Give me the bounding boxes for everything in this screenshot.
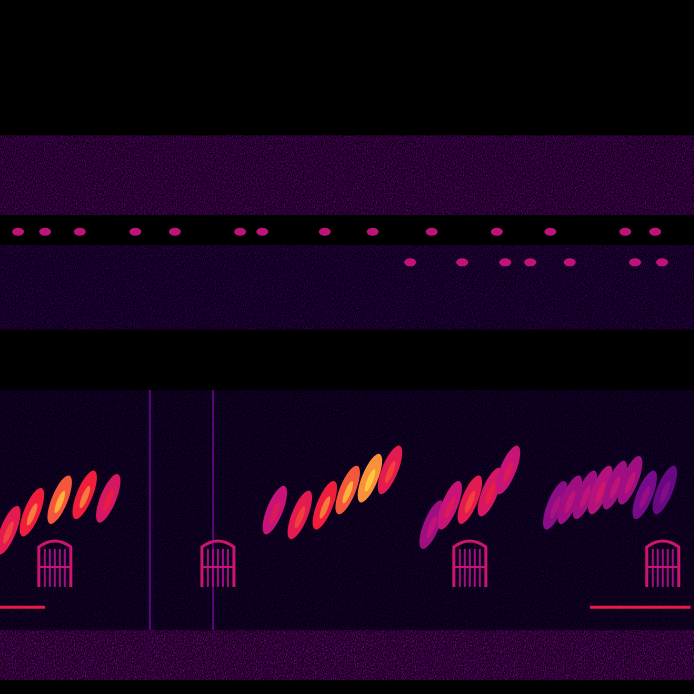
note-core [53, 490, 68, 515]
dot [169, 228, 181, 236]
dot [629, 258, 641, 266]
dot [319, 228, 331, 236]
note [491, 443, 525, 497]
note [91, 471, 125, 525]
note-core [101, 488, 116, 513]
dot [367, 228, 379, 236]
note-core [658, 480, 673, 505]
dot [544, 228, 556, 236]
noise-band [0, 135, 694, 215]
note-core [268, 500, 283, 525]
note [43, 473, 77, 527]
noise-band [0, 390, 694, 630]
note-core [638, 485, 653, 510]
dot [404, 258, 416, 266]
noise-band [0, 245, 694, 330]
dot [656, 258, 668, 266]
note [258, 483, 292, 537]
note-core [78, 485, 93, 510]
harmonic-stack [39, 541, 71, 587]
dot [491, 228, 503, 236]
dot [649, 228, 661, 236]
harmonic-stack [202, 541, 234, 587]
note-core [341, 480, 356, 505]
note [648, 463, 682, 517]
dot [619, 228, 631, 236]
plot-area [0, 135, 694, 680]
note-core [383, 460, 398, 485]
dot [524, 258, 536, 266]
dot [234, 228, 246, 236]
dot [456, 258, 468, 266]
note-core [293, 505, 308, 530]
harmonic-stack [647, 541, 679, 587]
noise-band [0, 630, 694, 680]
note-core [443, 495, 458, 520]
dot [426, 228, 438, 236]
harmonic-stack [454, 541, 486, 587]
note-core [1, 520, 16, 545]
background [0, 0, 694, 694]
spectrogram [0, 0, 694, 694]
note-core [463, 490, 478, 515]
dot [564, 258, 576, 266]
note-core [363, 468, 378, 493]
note-core [318, 495, 333, 520]
dot [499, 258, 511, 266]
note [373, 443, 407, 497]
dot [74, 228, 86, 236]
note-core [483, 482, 498, 507]
dot [12, 228, 24, 236]
note-core [623, 470, 638, 495]
tone [0, 606, 45, 609]
click [149, 390, 151, 630]
tone [590, 606, 691, 609]
note-core [425, 515, 440, 540]
dot [256, 228, 268, 236]
dot [129, 228, 141, 236]
dot [39, 228, 51, 236]
click [212, 390, 214, 630]
note-core [25, 502, 40, 527]
note-core [501, 460, 516, 485]
note [283, 488, 317, 542]
note [15, 485, 49, 539]
